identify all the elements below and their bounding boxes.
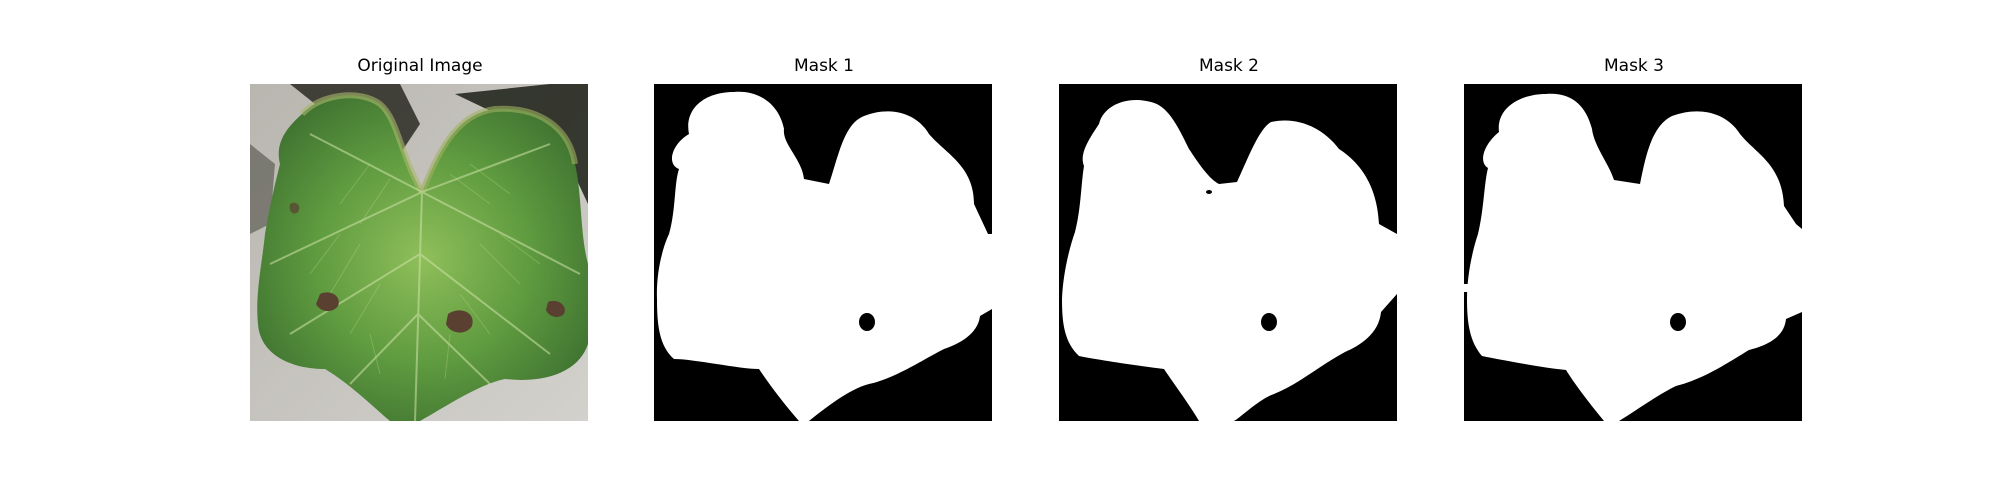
mask-1-shape — [654, 84, 992, 421]
mask-3-shape — [1464, 84, 1802, 421]
leaf-photo — [250, 84, 588, 421]
mask-2-shape — [1059, 84, 1397, 421]
mask-1-image — [654, 84, 992, 421]
lesion-spots — [289, 202, 565, 333]
original-image — [250, 84, 588, 421]
panel-title-mask-2: Mask 2 — [1198, 56, 1259, 76]
panel-title-original-image: Original Image — [357, 56, 483, 76]
leaf-shape — [257, 95, 588, 421]
leaf-veins — [269, 133, 581, 421]
panel-title-mask-3: Mask 3 — [1603, 56, 1664, 76]
panel-title-mask-1: Mask 1 — [793, 56, 854, 76]
mask-2-image — [1059, 84, 1397, 421]
mask-3-image — [1464, 84, 1802, 421]
